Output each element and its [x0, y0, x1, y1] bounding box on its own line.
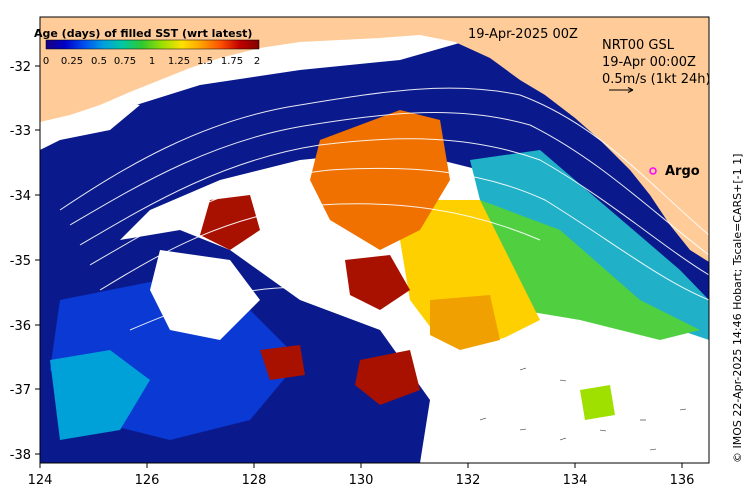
colorbar-tick: 1.5 — [197, 56, 213, 67]
colorbar-tick: 0.75 — [114, 56, 136, 67]
velocity-arrows — [479, 367, 687, 451]
argo-marker — [649, 167, 657, 175]
y-tick-label: -37 — [10, 383, 31, 398]
credit-text: © IMOS 22-Apr-2025 14:46 Hobart; Tscale=… — [731, 153, 744, 463]
colorbar-tick: 0.5 — [91, 56, 107, 67]
colorbar-tick: 2 — [254, 56, 260, 67]
y-tick-label: -34 — [10, 189, 31, 204]
x-tick-label: 132 — [456, 473, 481, 488]
sst-region-green-east — [480, 200, 700, 340]
sst-region-orange-south — [430, 295, 500, 350]
no-data-patch-3 — [40, 100, 140, 145]
x-tick-label: 130 — [349, 473, 374, 488]
y-tick-label: -35 — [10, 254, 31, 269]
sst-region-teal-southeast — [470, 150, 709, 340]
axis-ticks — [35, 65, 683, 468]
colorbar-tick: 1 — [149, 56, 155, 67]
sst-region-navy-shelf — [40, 40, 709, 340]
x-tick-label: 126 — [135, 473, 160, 488]
scale-arrow-icon — [609, 87, 634, 93]
colorbar-tick: 1.25 — [168, 56, 190, 67]
info-line-2: 19-Apr 00:00Z — [602, 55, 696, 70]
y-tick-label: -38 — [10, 448, 31, 463]
colorbar: Age (days) of filled SST (wrt latest) 0 … — [34, 27, 260, 67]
sst-region-red-4 — [260, 345, 305, 380]
info-line-1: NRT00 GSL — [602, 38, 675, 53]
sst-region-green-patch-se — [580, 385, 615, 420]
y-axis-labels: -32 -33 -34 -35 -36 -37 -38 — [10, 60, 31, 463]
colorbar-title: Age (days) of filled SST (wrt latest) — [34, 27, 252, 40]
sst-region-orange-central — [310, 110, 450, 250]
ssh-contours — [59, 87, 709, 331]
sst-region-red-2 — [345, 255, 410, 310]
land-australia — [40, 17, 709, 262]
x-tick-label: 128 — [242, 473, 267, 488]
x-tick-label: 134 — [563, 473, 588, 488]
y-tick-label: -32 — [10, 60, 31, 75]
plot-frame — [39, 16, 710, 464]
no-data-patch-1 — [150, 250, 260, 340]
map-field — [40, 17, 709, 463]
y-tick-label: -33 — [10, 124, 31, 139]
x-axis-labels: 124 126 128 130 132 134 136 — [28, 473, 695, 488]
argo-label: Argo — [665, 164, 700, 179]
y-tick-label: -36 — [10, 319, 31, 334]
no-data-patch-2 — [430, 330, 709, 463]
x-tick-label: 136 — [670, 473, 695, 488]
colorbar-tick: 0.25 — [61, 56, 83, 67]
sst-region-cyan-sw — [50, 350, 150, 440]
colorbar-tick: 1.75 — [221, 56, 243, 67]
colorbar-tick: 0 — [43, 56, 49, 67]
sst-region-red-1 — [200, 195, 260, 250]
info-line-3: 0.5m/s (1kt 24h) — [602, 72, 711, 87]
date-label: 19-Apr-2025 00Z — [468, 27, 578, 42]
x-tick-label: 124 — [28, 473, 53, 488]
sst-region-red-3 — [355, 350, 420, 405]
colorbar-gradient — [45, 39, 260, 50]
